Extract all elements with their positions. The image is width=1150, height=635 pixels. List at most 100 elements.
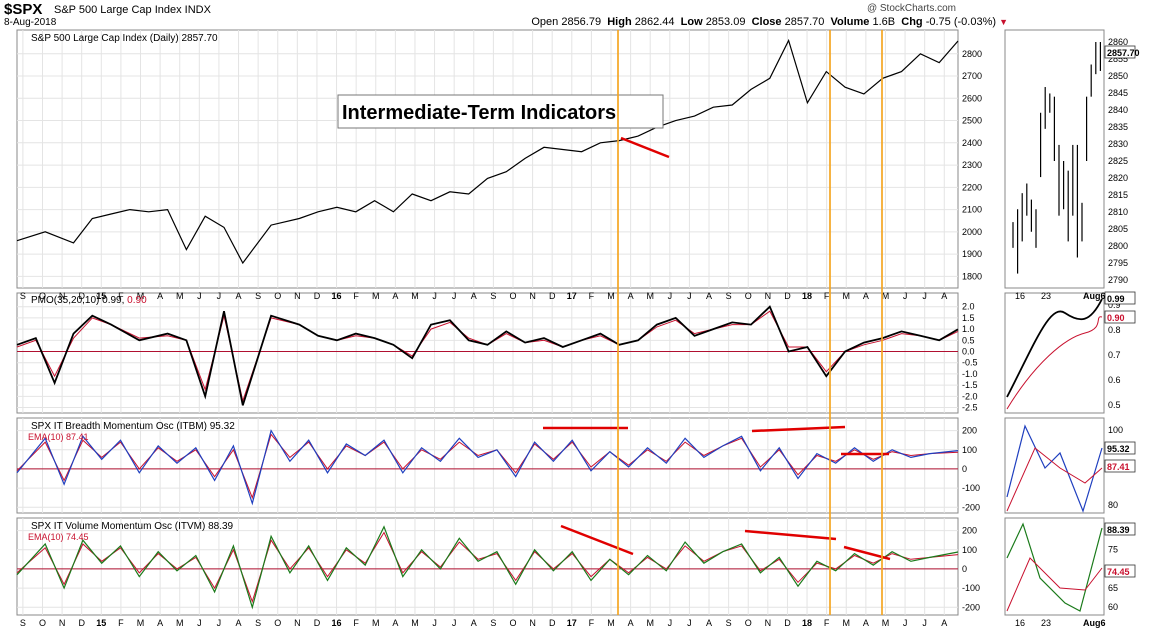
x-tick-label: M xyxy=(843,618,851,628)
x-tick-label: D xyxy=(549,618,556,628)
side-itvm-line xyxy=(1006,522,1103,612)
high-label: High xyxy=(607,16,632,28)
y-tick-label: -1.5 xyxy=(962,380,978,390)
x-tick-label: 15 xyxy=(96,618,106,628)
side-x-tick-label: 23 xyxy=(1041,618,1051,628)
x-tick-label: J xyxy=(687,618,692,628)
side-y-tick-label: 65 xyxy=(1108,583,1118,593)
side-x-tick-label: 23 xyxy=(1041,291,1051,301)
trend-line xyxy=(744,529,837,541)
x-tick-label: N xyxy=(765,291,772,301)
side-pmo-signal-tag: 0.90 xyxy=(1107,313,1125,323)
y-tick-label: 1.5 xyxy=(962,313,975,323)
pmo-line xyxy=(16,305,959,406)
x-tick-label: A xyxy=(157,291,163,301)
side-x-tick-label: 16 xyxy=(1015,291,1025,301)
chg-label: Chg xyxy=(901,16,923,28)
x-tick-label: A xyxy=(392,618,398,628)
high-value: 2862.44 xyxy=(634,16,675,28)
x-tick-label: J xyxy=(903,618,908,628)
x-tick-label: N xyxy=(529,618,536,628)
trend-line xyxy=(560,524,634,556)
down-arrow-icon: ▼ xyxy=(999,17,1008,27)
x-tick-label: J xyxy=(217,291,222,301)
x-tick-label: 17 xyxy=(567,618,577,628)
x-tick-label: A xyxy=(863,291,869,301)
pmo-legend: PMO(35,20,10) 0.99, 0.90 xyxy=(31,295,147,306)
annotation-box xyxy=(337,94,664,129)
side-y-tick-label: 80 xyxy=(1108,500,1118,510)
y-tick-label: -100 xyxy=(962,483,980,493)
close-value: 2857.70 xyxy=(784,16,825,28)
credit: @ StockCharts.com xyxy=(866,3,956,14)
side-x-tick-label: Aug6 xyxy=(1083,291,1106,301)
x-tick-label: O xyxy=(509,618,516,628)
x-tick-label: F xyxy=(118,291,124,301)
x-tick-label: M xyxy=(607,618,615,628)
itvm-legend: SPX IT Volume Momentum Osc (ITVM) 88.39 xyxy=(31,521,234,532)
side-itvm-ema-tag: 74.45 xyxy=(1107,567,1130,577)
side-itbm-ema-line xyxy=(1006,447,1103,512)
symbol-name: S&P 500 Large Cap Index INDX xyxy=(54,4,211,16)
side-pmo-tag-box xyxy=(1104,291,1136,305)
side-price-tag-box xyxy=(1104,45,1136,59)
x-tick-label: J xyxy=(687,291,692,301)
x-tick-label: A xyxy=(236,291,242,301)
y-tick-label: 0 xyxy=(962,464,967,474)
x-tick-label: J xyxy=(903,291,908,301)
x-tick-label: S xyxy=(20,618,26,628)
x-tick-label: J xyxy=(432,291,437,301)
open-value: 2856.79 xyxy=(561,16,602,28)
y-tick-label: 2200 xyxy=(962,182,982,192)
x-tick-label: M xyxy=(372,618,380,628)
x-tick-label: J xyxy=(452,291,457,301)
x-tick-label: 16 xyxy=(332,291,342,301)
low-label: Low xyxy=(680,16,703,28)
y-tick-label: 200 xyxy=(962,426,977,436)
x-tick-label: F xyxy=(589,291,595,301)
side-itbm-tag: 95.32 xyxy=(1107,444,1130,454)
side-pmo-tag: 0.99 xyxy=(1107,294,1125,304)
x-tick-label: J xyxy=(197,618,202,628)
side-y-tick-label: 2855 xyxy=(1108,54,1128,64)
side-panel-pmo xyxy=(1004,292,1105,414)
x-tick-label: A xyxy=(706,618,712,628)
side-y-tick-label: 2810 xyxy=(1108,207,1128,217)
side-itbm-ema-tag-box xyxy=(1104,459,1136,473)
chart-date: 8-Aug-2018 xyxy=(4,17,57,28)
x-tick-label: S xyxy=(726,291,732,301)
x-tick-label: J xyxy=(217,618,222,628)
y-tick-label: 2500 xyxy=(962,116,982,126)
y-tick-label: 2000 xyxy=(962,227,982,237)
x-tick-label: O xyxy=(274,618,281,628)
x-tick-label: F xyxy=(118,618,124,628)
side-y-tick-label: 0.9 xyxy=(1108,300,1121,310)
x-tick-label: M xyxy=(607,291,615,301)
y-tick-label: -0.5 xyxy=(962,358,978,368)
open-label: Open xyxy=(531,16,559,28)
side-y-tick-label: 75 xyxy=(1108,544,1118,554)
side-y-tick-label: 2840 xyxy=(1108,105,1128,115)
x-tick-label: A xyxy=(471,291,477,301)
itvm-line xyxy=(16,525,959,610)
x-tick-label: S xyxy=(490,291,496,301)
x-tick-label: 15 xyxy=(96,291,106,301)
side-y-tick-label: 2835 xyxy=(1108,122,1128,132)
annotation-text: Intermediate-Term Indicators xyxy=(342,102,616,124)
x-tick-label: M xyxy=(882,291,890,301)
x-tick-label: M xyxy=(372,291,380,301)
x-tick-label: F xyxy=(824,291,830,301)
side-x-tick-label: 16 xyxy=(1015,618,1025,628)
itvm-ema-legend: EMA(10) 74.45 xyxy=(28,532,89,542)
x-tick-label: N xyxy=(529,291,536,301)
x-tick-label: N xyxy=(294,618,301,628)
side-y-tick-label: 2830 xyxy=(1108,139,1128,149)
itbm-line xyxy=(16,429,959,506)
side-y-tick-label: 2790 xyxy=(1108,275,1128,285)
x-tick-label: O xyxy=(509,291,516,301)
x-tick-label: A xyxy=(706,291,712,301)
x-tick-label: M xyxy=(646,618,654,628)
x-tick-label: D xyxy=(784,618,791,628)
side-y-tick-label: 2800 xyxy=(1108,241,1128,251)
